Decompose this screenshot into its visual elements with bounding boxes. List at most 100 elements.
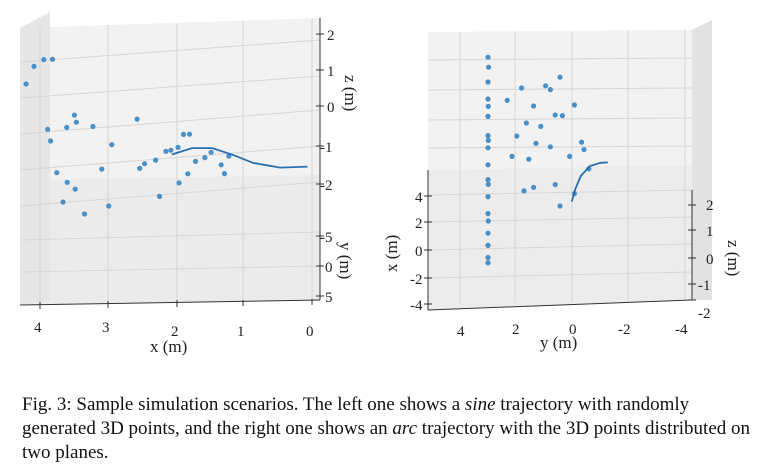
data-point — [202, 155, 208, 161]
data-point — [485, 79, 491, 85]
right-x-tick-label: -2 — [410, 272, 423, 288]
right-x-tick-label: 4 — [415, 190, 423, 206]
left-y-axis-label: y (m) — [336, 242, 355, 279]
data-point — [176, 180, 182, 186]
trajectory-line — [171, 147, 308, 169]
data-point — [60, 199, 66, 205]
data-point — [45, 126, 51, 132]
data-point — [71, 112, 77, 118]
figure: 2 1 0 -1 -2 -5 0 5 4 3 2 1 0 x (m) z (m)… — [19, 12, 743, 356]
right-z-axis-label: z (m) — [724, 240, 743, 276]
right-y-tick-labels: 4 2 0 -2 -4 — [457, 322, 688, 340]
right-z-tick-label: 1 — [706, 224, 714, 240]
data-point — [485, 103, 491, 109]
data-point — [523, 120, 530, 126]
right-z-tick-label: 0 — [706, 252, 714, 268]
data-point — [485, 230, 491, 236]
data-point — [538, 123, 544, 129]
right-back-pane — [428, 30, 692, 170]
left-3d-plot: 2 1 0 -1 -2 -5 0 5 4 3 2 1 0 x (m) z (m)… — [19, 12, 360, 356]
left-z-tick-label: 2 — [327, 28, 335, 44]
left-data-marks — [23, 56, 308, 217]
data-point — [48, 138, 54, 144]
data-point — [192, 158, 199, 164]
data-point — [571, 102, 578, 108]
left-x-tick-label: 4 — [34, 320, 42, 336]
left-z-tick-label: -2 — [320, 178, 333, 194]
left-y-tick-label: 0 — [325, 260, 333, 276]
right-y-tick-label: 0 — [569, 322, 577, 338]
data-point — [486, 64, 492, 70]
caption-text: trajectory with the 3D points distribute… — [22, 418, 751, 463]
data-point — [137, 165, 143, 171]
right-floor-pane — [428, 165, 692, 310]
left-z-tick-label: 1 — [327, 64, 335, 80]
right-side-pane — [692, 20, 712, 300]
data-point — [485, 96, 491, 102]
data-point — [485, 194, 491, 200]
data-point — [559, 113, 566, 119]
right-z-tick-label: 2 — [706, 198, 714, 214]
data-point — [531, 103, 537, 109]
data-point — [485, 113, 491, 119]
data-point — [221, 171, 228, 177]
data-point — [109, 142, 115, 148]
data-point — [557, 74, 563, 80]
caption-text: Sample simulation scenarios. The left on… — [71, 394, 465, 415]
figure-caption: Fig. 3: Sample simulation scenarios. The… — [22, 393, 767, 465]
data-point — [23, 81, 29, 87]
data-point — [485, 137, 491, 143]
right-x-tick-label: 0 — [415, 244, 423, 260]
left-y-tick-label: 5 — [325, 290, 333, 306]
data-point — [72, 186, 78, 192]
left-x-tick-label: 2 — [171, 324, 179, 340]
trajectory-line — [570, 161, 608, 202]
right-y-tick-label: 2 — [512, 322, 520, 338]
data-point — [153, 157, 159, 163]
data-point — [526, 156, 532, 162]
left-z-tick-label: 0 — [327, 100, 335, 116]
data-point — [581, 147, 587, 153]
data-point — [509, 153, 515, 159]
left-x-tick-label: 1 — [237, 324, 245, 340]
right-x-axis-label: x (m) — [382, 235, 401, 272]
data-point — [485, 54, 491, 60]
left-x-tick-label: 3 — [102, 320, 110, 336]
data-point — [106, 203, 112, 209]
data-point — [31, 63, 37, 69]
data-point — [552, 182, 558, 188]
right-z-tick-label: -2 — [698, 306, 711, 322]
data-point — [557, 203, 563, 209]
caption-label: Fig. 3: — [22, 394, 72, 415]
left-x-axis-label: x (m) — [150, 337, 187, 356]
data-point — [579, 139, 585, 145]
data-point — [514, 133, 520, 139]
data-point — [134, 116, 140, 122]
left-z-tick-labels: 2 1 0 -1 -2 — [320, 28, 335, 194]
caption-emphasis-arc: arc — [392, 418, 418, 439]
data-point — [567, 153, 573, 159]
data-point — [485, 133, 491, 139]
data-point — [41, 57, 47, 63]
data-point — [175, 144, 181, 150]
data-point — [521, 188, 527, 194]
left-x-axis-line — [19, 299, 321, 306]
data-point — [485, 255, 491, 261]
data-point — [208, 149, 214, 155]
caption-text: trajectory with randomly generated 3D po… — [22, 394, 690, 439]
data-point — [485, 162, 491, 168]
data-point — [187, 131, 193, 137]
data-point — [504, 97, 510, 103]
data-point — [485, 242, 491, 248]
data-point — [531, 184, 537, 190]
right-data-marks — [485, 54, 608, 266]
data-point — [552, 112, 558, 118]
data-point — [64, 124, 70, 131]
left-grid — [19, 19, 321, 304]
left-z-axis-label: z (m) — [341, 75, 360, 111]
data-point — [485, 181, 491, 187]
data-point — [543, 83, 549, 89]
right-y-axis-line — [427, 299, 693, 311]
data-point — [519, 85, 525, 91]
data-point — [485, 211, 491, 217]
